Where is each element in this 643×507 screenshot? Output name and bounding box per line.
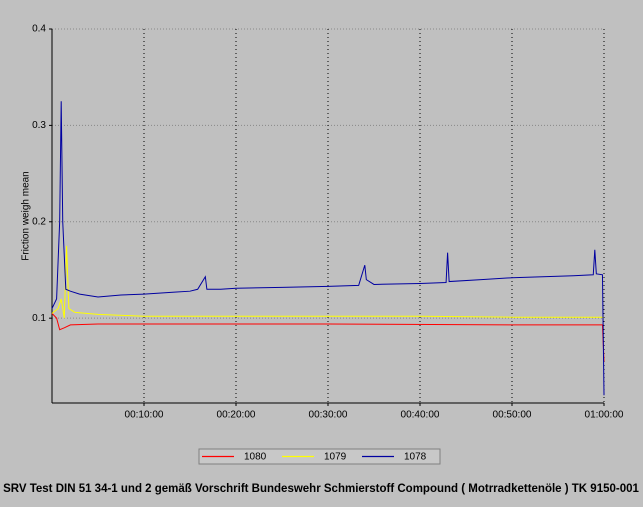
series-line (51, 313, 605, 362)
y-axis-label: Friction weigh mean (21, 171, 32, 260)
x-tick-label: 00:10:00 (125, 410, 164, 421)
legend-label: 1079 (324, 452, 347, 463)
legend-label: 1078 (404, 452, 427, 463)
legend (198, 448, 441, 465)
chart-title: SRV Test DIN 51 34-1 und 2 gemäß Vorschr… (3, 483, 639, 495)
x-tick-label: 00:40:00 (401, 410, 440, 421)
x-tick-label: 00:50:00 (493, 410, 532, 421)
x-tick-label: 00:20:00 (217, 410, 256, 421)
legend-label: 1080 (244, 452, 267, 463)
y-tick-label: 0.1 (32, 313, 46, 324)
y-tick-label: 0.4 (32, 24, 46, 35)
y-tick-label: 0.3 (32, 120, 46, 131)
series-line (51, 245, 604, 319)
x-tick-label: 01:00:00 (585, 410, 624, 421)
series-line (51, 101, 605, 396)
x-tick-label: 00:30:00 (309, 410, 348, 421)
y-tick-label: 0.2 (32, 216, 46, 227)
